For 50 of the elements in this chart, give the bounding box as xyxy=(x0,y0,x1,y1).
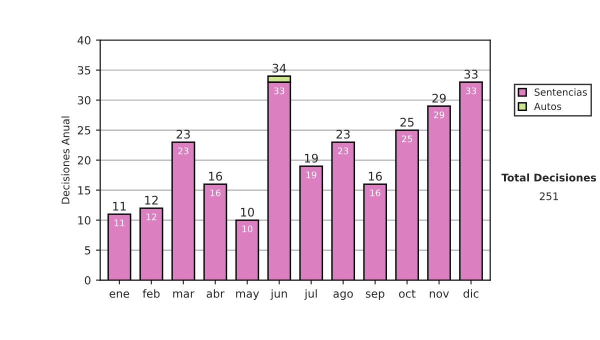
total-label: 29 xyxy=(432,94,446,103)
data-label: 12 xyxy=(146,213,156,220)
data-label: 16 xyxy=(370,189,380,196)
y-axis-title: Decisiones Anual xyxy=(61,116,70,204)
total-label: 16 xyxy=(368,172,382,181)
total-label: 25 xyxy=(400,118,414,127)
data-label: 29 xyxy=(434,111,444,118)
x-tick-label: nov xyxy=(430,291,449,298)
x-tick-label: jun xyxy=(270,289,287,300)
x-tick-label: feb xyxy=(142,289,160,298)
y-tick-label: 5 xyxy=(84,246,90,255)
text: 251 xyxy=(540,192,558,200)
x-tick-label: abr xyxy=(206,289,224,298)
total-label: 23 xyxy=(336,130,350,139)
x-tick-label: ene xyxy=(110,291,130,298)
y-tick-label: 0 xyxy=(84,276,90,285)
data-label: 16 xyxy=(210,189,220,196)
total-label: 23 xyxy=(176,130,190,139)
y-tick-label: 15 xyxy=(78,186,90,195)
data-label: 11 xyxy=(114,220,124,226)
x-tick-label: ago xyxy=(333,291,353,300)
y-tick-label: 25 xyxy=(78,126,90,135)
data-label: 33 xyxy=(274,87,284,94)
legend-label: Autos xyxy=(534,102,562,110)
data-label: 23 xyxy=(178,147,188,154)
x-tick-label: sep xyxy=(366,291,384,300)
total-label: 16 xyxy=(209,172,222,181)
text: Total Decisiones xyxy=(501,173,596,182)
y-tick-label: 20 xyxy=(78,156,90,165)
total-label: 12 xyxy=(145,196,158,204)
total-label: 19 xyxy=(304,154,318,163)
total-label: 10 xyxy=(241,208,254,217)
x-tick-label: dic xyxy=(464,289,478,298)
y-tick-label: 35 xyxy=(78,66,90,75)
y-tick-label: 30 xyxy=(78,96,90,105)
data-label: 25 xyxy=(402,135,412,142)
data-label: 23 xyxy=(338,147,348,154)
y-tick-label: 10 xyxy=(78,216,90,225)
total-label: 33 xyxy=(464,70,478,79)
data-label: 33 xyxy=(466,87,476,94)
y-tick-label: 40 xyxy=(78,36,90,44)
x-tick-label: mar xyxy=(173,291,194,298)
total-label: 11 xyxy=(113,202,126,210)
total-label: 34 xyxy=(272,64,286,73)
x-tick-label: jul xyxy=(304,289,317,300)
data-label: 10 xyxy=(242,225,252,232)
x-tick-label: may xyxy=(236,291,260,300)
x-tick-label: oct xyxy=(399,290,416,298)
data-label: 19 xyxy=(306,171,316,178)
legend-label: Sentencias xyxy=(534,88,587,96)
